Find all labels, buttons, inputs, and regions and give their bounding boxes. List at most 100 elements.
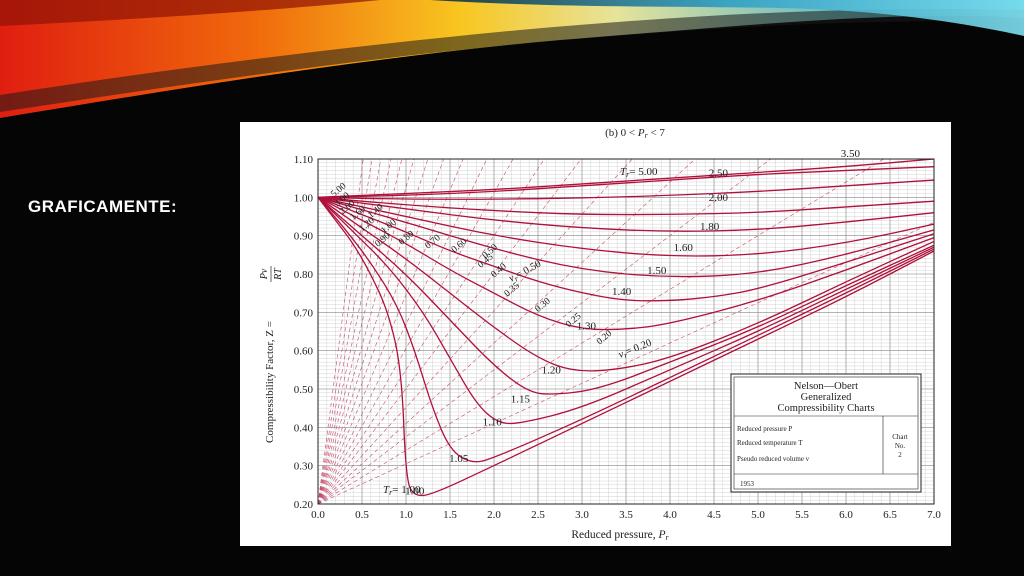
axes: 0.0 0.5 1.0 1.5 2.0 2.5 3.0 3.5 4.0 4.5 5.0 5.5 6.0 6… bbox=[294, 154, 942, 521]
chart-title: (b) 0 < Pr < 7 bbox=[605, 127, 665, 140]
x-tick-label: 0.0 bbox=[311, 509, 325, 521]
svg-text:Compressibility Factor, Z =: Compressibility Factor, Z = bbox=[264, 321, 276, 443]
reduced-volume-line bbox=[317, 158, 696, 505]
x-tick-label: 3.5 bbox=[619, 509, 633, 521]
y-tick-label: 0.90 bbox=[294, 231, 314, 243]
reduced-volume-line bbox=[317, 158, 403, 505]
x-tick-label: 0.5 bbox=[355, 509, 369, 521]
plot-frame bbox=[317, 158, 935, 505]
isotherm-label: 1.00 bbox=[405, 485, 425, 497]
tr-500-label: Tr= 5.00 bbox=[620, 166, 658, 179]
reduced-volume-line bbox=[317, 158, 429, 505]
reduced-volume-line bbox=[317, 158, 884, 505]
legend-title-line-3: Compressibility Charts bbox=[777, 403, 874, 414]
legend-box: Nelson—Obert Generalized Compressibility… bbox=[730, 373, 922, 493]
legend-title-line-2: Generalized bbox=[801, 392, 852, 403]
reduced-volume-line bbox=[317, 158, 392, 505]
y-axis-title: Compressibility Factor, Z = Pv RT bbox=[259, 266, 284, 443]
legend-chart-label: Chart bbox=[892, 433, 908, 441]
x-tick-label: 4.0 bbox=[663, 509, 677, 521]
y-tick-label: 0.30 bbox=[294, 461, 314, 473]
y-tick-label: 1.00 bbox=[294, 192, 314, 204]
x-tick-label: 6.0 bbox=[839, 509, 853, 521]
tr-100-label: Tr= 1.00 bbox=[383, 484, 421, 497]
isotherm-label: 1.05 bbox=[449, 453, 469, 465]
isotherm-tr-5-00 bbox=[317, 166, 935, 198]
slide-heading: GRAFICAMENTE: bbox=[28, 197, 178, 216]
isotherm-tr-2-00 bbox=[317, 196, 935, 216]
x-tick-label: 1.5 bbox=[443, 509, 457, 521]
svg-text:vr= 0.20: vr= 0.20 bbox=[617, 338, 654, 362]
isotherm-tr-1-20 bbox=[317, 196, 935, 372]
compressibility-chart-panel: 0.0 0.5 1.0 1.5 2.0 2.5 3.0 3.5 4.0 4.5 5.0 5.5 6.0 6… bbox=[240, 122, 951, 546]
volume-label: 0.40 bbox=[490, 262, 509, 281]
isotherm-label: 1.20 bbox=[542, 365, 562, 377]
reduced-volume-line bbox=[317, 158, 464, 505]
isotherm-tr-1-40 bbox=[317, 196, 935, 302]
vr-020-label: vr= 0.20 bbox=[617, 338, 654, 362]
x-tick-label: 3.0 bbox=[575, 509, 589, 521]
isotherm-tr-1-00 bbox=[317, 196, 935, 497]
isotherm-label: 1.15 bbox=[511, 393, 531, 405]
isotherm-tr-1-80 bbox=[317, 196, 935, 232]
reduced-volume-line bbox=[317, 158, 771, 505]
isotherm-curves bbox=[317, 158, 935, 497]
isotherm-label: 1.30 bbox=[577, 321, 597, 333]
legend-row-volume: Pseudo reduced volume v bbox=[737, 455, 810, 463]
y-tick-label: 0.40 bbox=[294, 422, 314, 434]
svg-text:RT: RT bbox=[273, 267, 284, 281]
isotherm-label: 2.50 bbox=[709, 167, 729, 179]
isotherm-label: 1.80 bbox=[700, 221, 720, 233]
reduced-volume-line bbox=[317, 158, 633, 505]
isotherm-tr-1-60 bbox=[317, 196, 935, 257]
reduced-volume-line bbox=[317, 158, 514, 505]
legend-chart-no: No. bbox=[895, 442, 906, 450]
reduced-volume-line bbox=[317, 158, 382, 505]
isotherm-label: 1.50 bbox=[647, 265, 667, 277]
x-tick-label: 5.5 bbox=[795, 509, 809, 521]
reduced-volume-line bbox=[317, 158, 545, 505]
y-tick-label: 0.20 bbox=[294, 499, 314, 511]
isotherm-tr-1-50 bbox=[317, 196, 935, 278]
decorative-swoosh-banner bbox=[0, 0, 1024, 118]
x-axis-title: Reduced pressure, Pr bbox=[571, 529, 669, 542]
y-tick-label: 0.70 bbox=[294, 307, 314, 319]
x-tick-label: 7.0 bbox=[927, 509, 941, 521]
reduced-volume-line bbox=[317, 158, 415, 505]
svg-text:Tr= 1.00: Tr= 1.00 bbox=[383, 484, 421, 497]
legend-chart-number: 2 bbox=[898, 451, 902, 459]
isotherm-tr-1-30 bbox=[317, 196, 935, 331]
reduced-volume-line bbox=[317, 221, 935, 505]
isotherm-label: 3.50 bbox=[841, 148, 861, 160]
isotherm-tr-3-50 bbox=[317, 158, 935, 198]
legend-year: 1953 bbox=[740, 480, 755, 488]
legend-row-temperature: Reduced temperature T bbox=[737, 439, 803, 447]
isotherm-tr-1-05 bbox=[317, 196, 935, 463]
isotherm-tr-1-15 bbox=[317, 196, 935, 395]
x-tick-label: 2.0 bbox=[487, 509, 501, 521]
compressibility-chart: 0.0 0.5 1.0 1.5 2.0 2.5 3.0 3.5 4.0 4.5 5.0 5.5 6.0 6… bbox=[259, 127, 942, 542]
isotherm-label: 1.40 bbox=[612, 286, 632, 298]
svg-text:Tr= 5.00: Tr= 5.00 bbox=[620, 166, 658, 179]
isotherm-label: 2.00 bbox=[709, 192, 729, 204]
x-tick-label: 4.5 bbox=[707, 509, 721, 521]
legend-row-pressure: Reduced pressure P bbox=[737, 425, 792, 433]
reduced-volume-line bbox=[317, 158, 488, 505]
isotherm-tr-2-50 bbox=[317, 179, 935, 200]
y-tick-label: 0.60 bbox=[294, 346, 314, 358]
x-tick-label: 1.0 bbox=[399, 509, 413, 521]
volume-label: 0.30 bbox=[534, 296, 553, 315]
y-tick-label: 0.50 bbox=[294, 384, 314, 396]
y-tick-label: 1.10 bbox=[294, 154, 314, 166]
isotherm-label: 1.10 bbox=[483, 416, 503, 428]
x-tick-label: 5.0 bbox=[751, 509, 765, 521]
legend-title-line-1: Nelson—Obert bbox=[794, 381, 858, 392]
svg-text:Pv: Pv bbox=[259, 268, 270, 280]
reduced-volume-line bbox=[317, 158, 373, 505]
reduced-volume-line bbox=[317, 158, 582, 505]
y-tick-label: 0.80 bbox=[294, 269, 314, 281]
reduced-volume-line bbox=[317, 158, 444, 505]
isotherm-tr-1-10 bbox=[317, 196, 935, 425]
x-tick-label: 6.5 bbox=[883, 509, 897, 521]
isotherm-label: 1.60 bbox=[674, 242, 694, 254]
